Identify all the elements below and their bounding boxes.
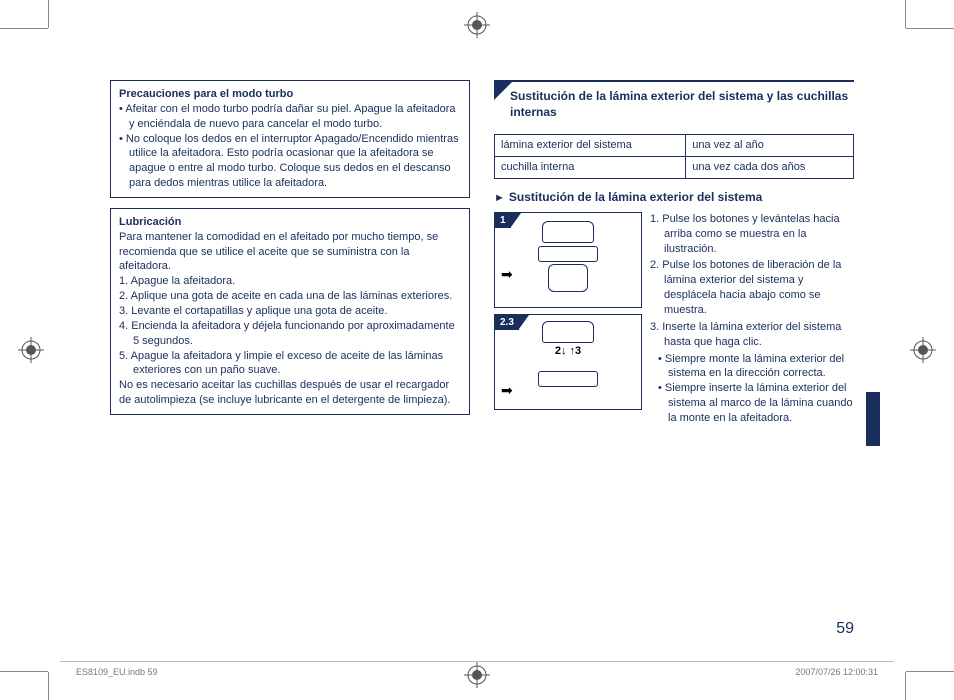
figure-2-3: 2.3 2↓ ↑3 ➡ (494, 314, 642, 410)
arrow-right-icon: ➡ (501, 381, 513, 400)
crop-mark (0, 671, 48, 672)
turbo-list: Afeitar con el modo turbo podría dañar s… (119, 102, 461, 191)
step-item: 3. Inserte la lámina exterior del sistem… (650, 320, 854, 350)
lube-note: No es necesario aceitar las cuchillas de… (119, 378, 461, 408)
table-cell: cuchilla interna (495, 157, 686, 179)
page-content: Precauciones para el modo turbo Afeitar … (110, 80, 854, 426)
lube-step: 1. Apague la afeitadora. (119, 274, 461, 289)
shaver-illustration-icon: ↑ (532, 221, 604, 292)
crop-mark (906, 671, 954, 672)
lube-step: 3. Levante el cortapatillas y aplique un… (119, 304, 461, 319)
step-item: 2. Pulse los botones de liberación de la… (650, 258, 854, 317)
turbo-box: Precauciones para el modo turbo Afeitar … (110, 80, 470, 198)
section-title: Sustitución de la lámina exterior del si… (510, 89, 848, 119)
lube-box: Lubricación Para mantener la comodidad e… (110, 208, 470, 415)
arrow-right-icon: ➡ (501, 265, 513, 284)
corner-decor-icon (494, 82, 512, 100)
crop-mark (905, 0, 906, 28)
step-sub-item: Siempre inserte la lámina exterior del s… (650, 381, 854, 426)
table-cell: una vez cada dos años (686, 157, 854, 179)
lube-step: 2. Aplique una gota de aceite en cada un… (119, 289, 461, 304)
registration-mark-icon (464, 662, 490, 688)
step-sub-item: Siempre monte la lámina exterior del sis… (650, 352, 854, 382)
registration-mark-icon (910, 337, 936, 363)
crop-mark (48, 672, 49, 700)
parts-table: lámina exterior del sistema una vez al a… (494, 134, 854, 179)
step-row: 1 ↑ ➡ 2.3 2↓ ↑3 (494, 212, 854, 426)
page-number: 59 (836, 618, 854, 640)
footer-rule (60, 661, 894, 662)
table-cell: una vez al año (686, 135, 854, 157)
crop-mark (0, 28, 48, 29)
turbo-item: Afeitar con el modo turbo podría dañar s… (119, 102, 461, 132)
crop-mark (906, 28, 954, 29)
crop-mark (48, 0, 49, 28)
right-column: Sustitución de la lámina exterior del si… (494, 80, 854, 426)
step-item: 1. Pulse los botones y levántelas hacia … (650, 212, 854, 257)
left-column: Precauciones para el modo turbo Afeitar … (110, 80, 470, 426)
step-text: 1. Pulse los botones y levántelas hacia … (650, 212, 854, 426)
table-row: cuchilla interna una vez cada dos años (495, 157, 854, 179)
figure-badge: 2.3 (495, 315, 519, 331)
table-cell: lámina exterior del sistema (495, 135, 686, 157)
sub-header: Sustitución de la lámina exterior del si… (494, 189, 854, 206)
section-header: Sustitución de la lámina exterior del si… (494, 80, 854, 126)
lube-step: 4. Encienda la afeitadora y déjela funci… (119, 319, 461, 349)
figure-2-label: 2↓ ↑3 (555, 344, 581, 359)
figure-badge: 1 (495, 213, 511, 229)
turbo-item: No coloque los dedos en el interruptor A… (119, 132, 461, 191)
figure-1: 1 ↑ ➡ (494, 212, 642, 308)
table-row: lámina exterior del sistema una vez al a… (495, 135, 854, 157)
lube-title: Lubricación (119, 215, 461, 230)
lube-steps: 1. Apague la afeitadora. 2. Aplique una … (119, 274, 461, 378)
registration-mark-icon (18, 337, 44, 363)
registration-mark-icon (464, 12, 490, 38)
crop-mark (905, 672, 906, 700)
figures: 1 ↑ ➡ 2.3 2↓ ↑3 (494, 212, 642, 426)
shaver-illustration-icon: 2↓ ↑3 (532, 321, 604, 387)
lube-step: 5. Apague la afeitadora y limpie el exce… (119, 349, 461, 379)
language-label: Español (864, 394, 879, 437)
footer-filename: ES8109_EU.indb 59 (76, 666, 158, 678)
footer-timestamp: 2007/07/26 12:00:31 (795, 666, 878, 678)
turbo-title: Precauciones para el modo turbo (119, 87, 461, 102)
lube-intro: Para mantener la comodidad en el afeitad… (119, 230, 461, 275)
